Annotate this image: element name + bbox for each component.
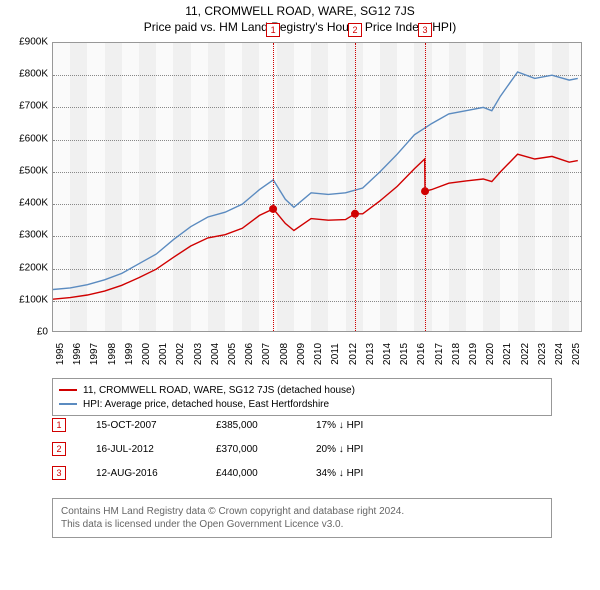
x-tick-label: 2011 bbox=[330, 343, 341, 365]
chart-title-area: 11, CROMWELL ROAD, WARE, SG12 7JS Price … bbox=[0, 0, 600, 36]
y-tick-label: £100K bbox=[19, 294, 48, 305]
x-tick-label: 2001 bbox=[158, 343, 169, 365]
x-tick-label: 2005 bbox=[227, 343, 238, 365]
transaction-num-icon: 1 bbox=[52, 418, 66, 432]
x-tick-label: 1996 bbox=[72, 343, 83, 365]
x-tick-label: 2018 bbox=[451, 343, 462, 365]
transaction-price: £440,000 bbox=[216, 468, 286, 479]
plot-svg bbox=[53, 43, 583, 333]
transaction-num-icon: 3 bbox=[52, 466, 66, 480]
x-tick-label: 2025 bbox=[571, 343, 582, 365]
x-tick-label: 2008 bbox=[279, 343, 290, 365]
y-tick-label: £900K bbox=[19, 37, 48, 48]
y-tick-label: £200K bbox=[19, 262, 48, 273]
series-legend: 11, CROMWELL ROAD, WARE, SG12 7JS (detac… bbox=[52, 378, 552, 416]
y-tick-label: £500K bbox=[19, 165, 48, 176]
legend-swatch bbox=[59, 403, 77, 405]
transaction-vline bbox=[425, 43, 426, 331]
x-tick-label: 2003 bbox=[193, 343, 204, 365]
plot-area: 123 bbox=[52, 42, 582, 332]
x-tick-label: 2007 bbox=[261, 343, 272, 365]
x-tick-label: 2016 bbox=[416, 343, 427, 365]
footer-line1: Contains HM Land Registry data © Crown c… bbox=[61, 505, 543, 518]
series-hpi bbox=[53, 72, 578, 290]
x-tick-label: 2004 bbox=[210, 343, 221, 365]
transaction-vline bbox=[355, 43, 356, 331]
x-axis: 1995 1996 1997 1998 1999 2000 2001 2002 2003 2004… bbox=[52, 332, 582, 366]
transaction-legend: 1 15-OCT-2007 £385,000 17% ↓ HPI 2 16-JUL-201… bbox=[52, 418, 552, 490]
x-tick-label: 2022 bbox=[520, 343, 531, 365]
y-tick-label: £600K bbox=[19, 133, 48, 144]
transaction-vline bbox=[273, 43, 274, 331]
transaction-date: 16-JUL-2012 bbox=[96, 444, 186, 455]
x-tick-label: 2000 bbox=[141, 343, 152, 365]
transaction-marker-2: 2 bbox=[348, 23, 362, 37]
x-tick-label: 2002 bbox=[175, 343, 186, 365]
transaction-delta: 20% ↓ HPI bbox=[316, 444, 406, 455]
footer-line2: This data is licensed under the Open Gov… bbox=[61, 518, 543, 531]
y-tick-label: £400K bbox=[19, 198, 48, 209]
transaction-price: £385,000 bbox=[216, 420, 286, 431]
x-tick-label: 2021 bbox=[502, 343, 513, 365]
x-tick-label: 2014 bbox=[382, 343, 393, 365]
legend-row: HPI: Average price, detached house, East… bbox=[59, 397, 545, 411]
y-tick-label: £700K bbox=[19, 101, 48, 112]
transaction-date: 15-OCT-2007 bbox=[96, 420, 186, 431]
transaction-num-icon: 2 bbox=[52, 442, 66, 456]
x-tick-label: 2010 bbox=[313, 343, 324, 365]
x-tick-label: 2015 bbox=[399, 343, 410, 365]
x-tick-label: 2012 bbox=[348, 343, 359, 365]
transaction-price: £370,000 bbox=[216, 444, 286, 455]
title-line1: 11, CROMWELL ROAD, WARE, SG12 7JS bbox=[0, 4, 600, 18]
x-tick-label: 1999 bbox=[124, 343, 135, 365]
x-tick-label: 2023 bbox=[537, 343, 548, 365]
transaction-row: 1 15-OCT-2007 £385,000 17% ↓ HPI bbox=[52, 418, 552, 432]
transaction-row: 2 16-JUL-2012 £370,000 20% ↓ HPI bbox=[52, 442, 552, 456]
x-tick-label: 1995 bbox=[55, 343, 66, 365]
x-tick-label: 2020 bbox=[485, 343, 496, 365]
y-axis: £0£100K£200K£300K£400K£500K£600K£700K£80… bbox=[8, 42, 52, 332]
y-tick-label: £300K bbox=[19, 230, 48, 241]
transaction-delta: 34% ↓ HPI bbox=[316, 468, 406, 479]
x-tick-label: 2017 bbox=[434, 343, 445, 365]
transaction-row: 3 12-AUG-2016 £440,000 34% ↓ HPI bbox=[52, 466, 552, 480]
transaction-marker-3: 3 bbox=[418, 23, 432, 37]
chart-container: £0 £100K £200K £300K £400K £500K £600K £700K £80… bbox=[8, 36, 592, 366]
x-tick-label: 2024 bbox=[554, 343, 565, 365]
legend-row: 11, CROMWELL ROAD, WARE, SG12 7JS (detac… bbox=[59, 383, 545, 397]
x-tick-label: 2019 bbox=[468, 343, 479, 365]
series-price_paid bbox=[53, 154, 578, 299]
x-tick-label: 1997 bbox=[89, 343, 100, 365]
y-tick-label: £800K bbox=[19, 69, 48, 80]
y-tick-label: £0 bbox=[37, 327, 48, 338]
x-tick-label: 1998 bbox=[107, 343, 118, 365]
transaction-delta: 17% ↓ HPI bbox=[316, 420, 406, 431]
x-tick-label: 2006 bbox=[244, 343, 255, 365]
x-tick-label: 2013 bbox=[365, 343, 376, 365]
title-line2: Price paid vs. HM Land Registry's House … bbox=[0, 20, 600, 34]
x-tick-label: 2009 bbox=[296, 343, 307, 365]
footer-attribution: Contains HM Land Registry data © Crown c… bbox=[52, 498, 552, 538]
transaction-date: 12-AUG-2016 bbox=[96, 468, 186, 479]
legend-label: HPI: Average price, detached house, East… bbox=[83, 399, 329, 410]
legend-swatch bbox=[59, 389, 77, 391]
transaction-marker-1: 1 bbox=[266, 23, 280, 37]
legend-label: 11, CROMWELL ROAD, WARE, SG12 7JS (detac… bbox=[83, 385, 355, 396]
